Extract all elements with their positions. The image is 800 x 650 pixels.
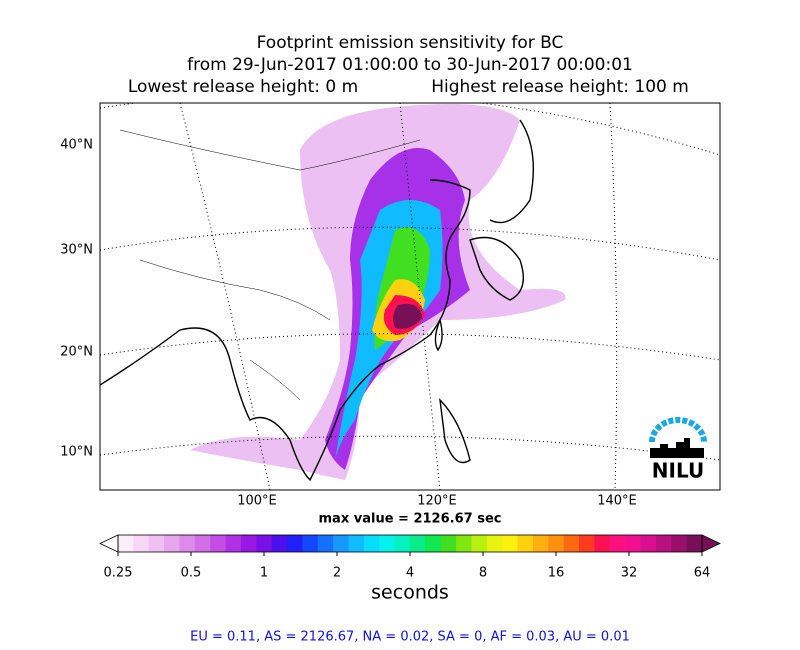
colorbar-extend-low [99, 534, 119, 553]
longitude-line [179, 103, 618, 490]
colorbar-segment [210, 535, 227, 552]
lon-label: 100°E [237, 494, 277, 509]
colorbar-segment [625, 535, 642, 552]
colorbar-segment [563, 535, 580, 552]
colorbar-tick-label: 16 [548, 566, 565, 581]
colorbar-segment [287, 535, 303, 552]
colorbar-segment [240, 535, 257, 552]
lowest-height: Lowest release height: 0 m [128, 77, 358, 97]
colorbar-segment [271, 535, 288, 552]
colorbar-segment [456, 535, 472, 552]
lat-label: 10°N [60, 445, 93, 460]
colorbar-segment [517, 535, 534, 552]
colorbar-extend-high [701, 534, 721, 553]
colorbar-segment [363, 535, 380, 552]
logo-text: NILU [652, 459, 704, 483]
colorbar-segment [640, 535, 657, 552]
coastline [469, 119, 534, 301]
colorbar-segment [471, 535, 488, 552]
colorbar-segment [609, 535, 626, 552]
colorbar-tick-label: 1 [260, 566, 268, 581]
lat-label: 30°N [60, 243, 93, 258]
colorbar-segment [133, 535, 150, 552]
colorbar-segment [594, 535, 611, 552]
colorbar-tick-label: 8 [479, 566, 487, 581]
colorbar-segment [317, 535, 334, 552]
max-value: max value = 2126.67 sec [319, 512, 502, 527]
colorbar-segment [425, 535, 442, 552]
colorbar-segment [118, 535, 134, 552]
colorbar-segment [502, 535, 519, 552]
title: Footprint emission sensitivity for BC [257, 33, 564, 53]
colorbar-segment [348, 535, 365, 552]
colorbar-segment [179, 535, 196, 552]
colorbar-label: seconds [371, 582, 449, 604]
colorbar-segment [148, 535, 165, 552]
footer: EU = 0.11, AS = 2126.67, NA = 0.02, SA =… [190, 630, 630, 645]
colorbar-segment [379, 535, 396, 552]
plume-core [393, 303, 422, 329]
colorbar-segment [225, 535, 242, 552]
colorbar-segment [671, 535, 688, 552]
lon-label: 120°E [417, 494, 457, 509]
map: NILU [100, 103, 720, 490]
colorbar-segment [410, 535, 426, 552]
colorbar-segment [302, 535, 319, 552]
border [119, 129, 421, 401]
subtitle: from 29-Jun-2017 01:00:00 to 30-Jun-2017… [187, 55, 633, 75]
lon-label: 140°E [597, 494, 637, 509]
colorbar-segment [333, 535, 350, 552]
colorbar-tick-label: 32 [621, 566, 638, 581]
colorbar-tick-label: 2 [333, 566, 341, 581]
colorbar-segment [548, 535, 565, 552]
colorbar-segment [532, 535, 549, 552]
colorbar-segment [256, 535, 273, 552]
island [434, 317, 471, 464]
colorbar-segment [579, 535, 595, 552]
colorbar-tick-label: 0.5 [181, 566, 202, 581]
lat-label: 40°N [60, 138, 93, 153]
lat-label: 20°N [60, 345, 93, 360]
colorbar-segment [686, 535, 703, 552]
colorbar-segment [194, 535, 211, 552]
colorbar-segment [486, 535, 503, 552]
colorbar-tick-label: 4 [406, 566, 414, 581]
highest-height: Highest release height: 100 m [431, 77, 689, 97]
colorbar-tick-label: 0.25 [104, 566, 133, 581]
colorbar-segment [164, 535, 180, 552]
map-frame [99, 102, 721, 491]
logo-skyline [650, 438, 704, 458]
coastline [100, 179, 471, 482]
logo-arc [649, 417, 707, 443]
colorbar: 0.25 0.5 1 2 4 8 16 32 64 [99, 534, 721, 581]
colorbar-segment [394, 535, 411, 552]
colorbar-segment [655, 535, 672, 552]
colorbar-tick-label: 64 [694, 566, 711, 581]
colorbar-segment [440, 535, 457, 552]
